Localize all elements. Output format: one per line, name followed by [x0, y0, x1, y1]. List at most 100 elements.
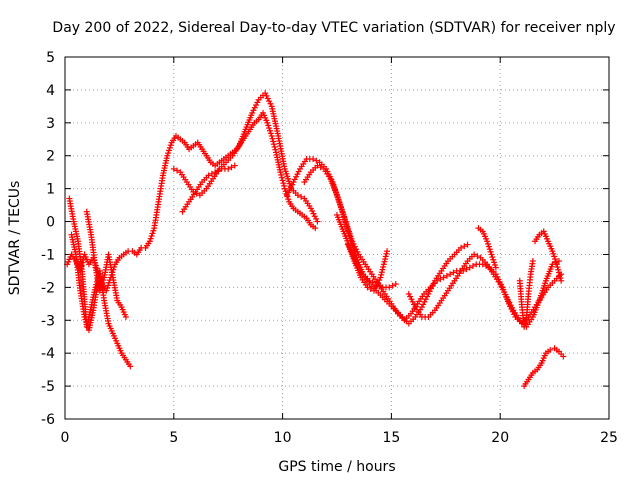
- data-point: [146, 238, 153, 245]
- data-point: [307, 205, 314, 212]
- data-point: [384, 248, 391, 255]
- y-tick-label: -1: [41, 247, 55, 263]
- data-point: [280, 180, 287, 187]
- y-axis-label: SDTVAR / TECUs: [7, 181, 23, 296]
- data-point: [278, 174, 285, 181]
- data-point: [489, 254, 496, 261]
- data-point: [265, 122, 272, 129]
- data-point: [499, 286, 506, 293]
- x-tick-label: 0: [61, 430, 70, 446]
- series-track-13: [521, 345, 567, 390]
- data-point: [228, 164, 235, 171]
- x-axis-label: GPS time / hours: [278, 459, 395, 475]
- data-point: [309, 208, 316, 215]
- data-point: [405, 290, 412, 297]
- series-track-3: [83, 208, 129, 320]
- data-point: [170, 165, 177, 172]
- data-point: [466, 264, 473, 271]
- data-point: [382, 253, 389, 260]
- data-point: [374, 279, 381, 286]
- data-point: [386, 284, 393, 291]
- data-point: [317, 164, 324, 171]
- grid: [65, 57, 609, 419]
- data-point: [428, 285, 435, 292]
- data-point: [212, 169, 219, 176]
- data-point: [558, 277, 565, 284]
- data-point: [281, 185, 288, 192]
- data-point: [389, 282, 396, 289]
- data-point: [311, 213, 318, 220]
- data-point: [555, 258, 562, 265]
- chart-title: Day 200 of 2022, Sidereal Day-to-day VTE…: [52, 20, 615, 36]
- data-point: [463, 266, 470, 273]
- data-point: [148, 233, 155, 240]
- data-points: [64, 90, 567, 390]
- data-point: [96, 287, 103, 294]
- data-point: [250, 107, 257, 114]
- data-point: [508, 304, 515, 311]
- data-point: [249, 109, 256, 116]
- data-point: [81, 313, 88, 320]
- data-point: [279, 177, 286, 184]
- data-point: [291, 176, 298, 183]
- axis-ticks: 0 5 10 15 20 25 -6 -5 -4 -3 -2 -1 0 1 2 3 4 5: [41, 50, 618, 446]
- data-point: [409, 298, 416, 305]
- data-point: [149, 230, 156, 237]
- data-point: [552, 256, 559, 263]
- data-point: [370, 287, 377, 294]
- data-point: [422, 296, 429, 303]
- data-point: [97, 285, 104, 292]
- data-point: [285, 196, 292, 203]
- data-point: [166, 144, 173, 151]
- data-point: [100, 277, 107, 284]
- y-tick-label: 1: [46, 182, 55, 198]
- data-point: [486, 246, 493, 253]
- data-point: [298, 193, 305, 200]
- data-point: [314, 218, 321, 225]
- data-point: [147, 235, 154, 242]
- data-point: [208, 170, 215, 177]
- series-track-14: [68, 231, 101, 334]
- data-point: [529, 258, 536, 265]
- data-point: [262, 90, 269, 97]
- data-point: [367, 286, 374, 293]
- data-point: [310, 210, 317, 217]
- data-point: [270, 138, 277, 145]
- data-point: [443, 272, 450, 279]
- data-point: [313, 157, 320, 164]
- y-tick-label: 5: [46, 50, 55, 66]
- data-point: [293, 173, 300, 180]
- data-point: [266, 125, 273, 132]
- data-point: [294, 192, 301, 199]
- data-point: [282, 188, 289, 195]
- x-tick-label: 15: [382, 430, 400, 446]
- data-point: [491, 261, 498, 268]
- data-point: [381, 258, 388, 265]
- data-point: [549, 248, 556, 255]
- data-point: [254, 99, 261, 106]
- data-point: [312, 225, 319, 232]
- y-tick-label: -3: [41, 313, 55, 329]
- data-point: [557, 275, 564, 282]
- data-point: [104, 285, 111, 292]
- y-tick-label: -6: [41, 412, 55, 428]
- data-point: [313, 215, 320, 222]
- data-point: [314, 162, 321, 169]
- data-point: [450, 269, 457, 276]
- data-point: [429, 283, 436, 290]
- data-point: [105, 282, 112, 289]
- data-point: [490, 256, 497, 263]
- series-track-8: [344, 241, 391, 294]
- data-point: [376, 277, 383, 284]
- data-point: [271, 143, 278, 150]
- data-point: [383, 250, 390, 257]
- data-point: [547, 346, 554, 353]
- data-point: [552, 258, 559, 265]
- series-track-4: [170, 90, 321, 225]
- data-point: [266, 98, 273, 105]
- x-tick-label: 5: [169, 430, 178, 446]
- data-point: [551, 253, 558, 260]
- series-track-12: [532, 228, 565, 284]
- data-point: [263, 92, 270, 99]
